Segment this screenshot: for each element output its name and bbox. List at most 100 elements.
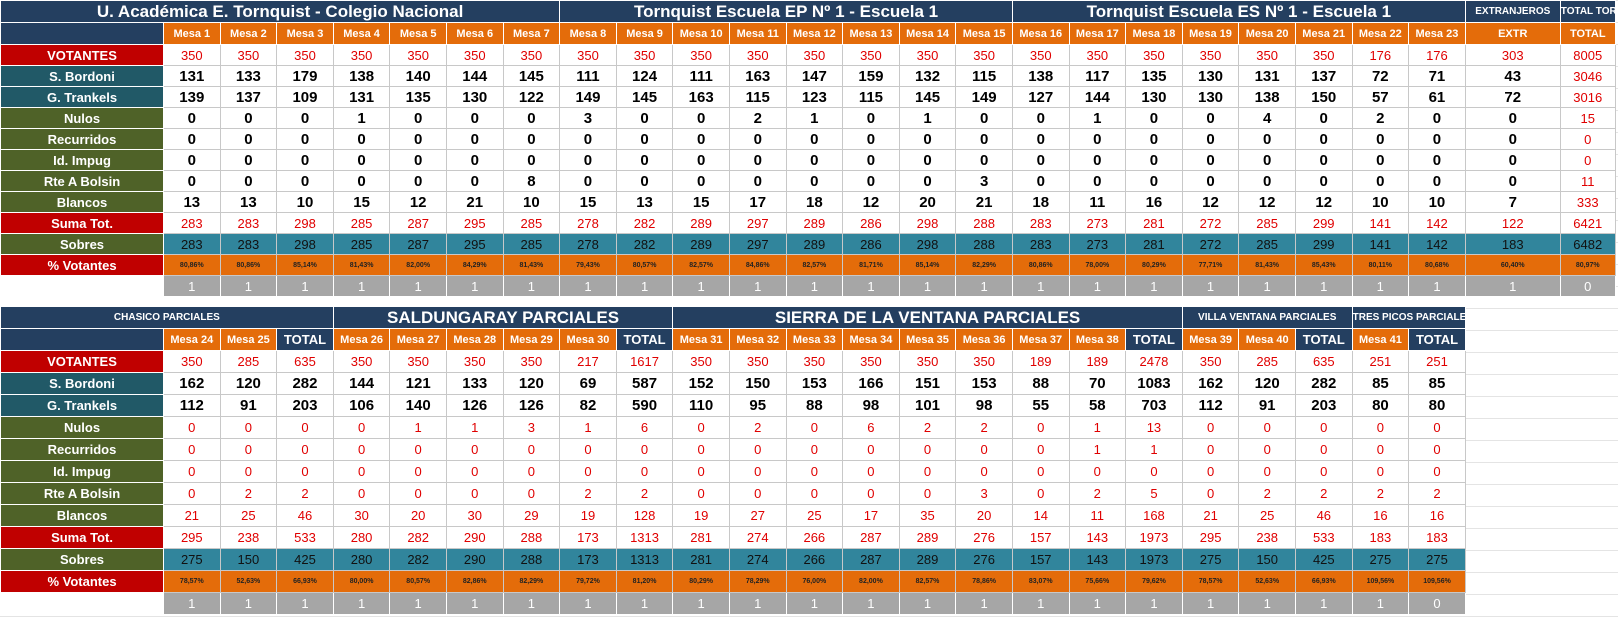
cell: 0 xyxy=(445,107,504,129)
cell: 144 xyxy=(332,372,391,395)
cell: 289 xyxy=(672,212,730,234)
cell: 46 xyxy=(276,504,334,527)
cell: 0 xyxy=(785,170,844,192)
cell: 0 xyxy=(332,416,391,439)
column-header: Mesa 34 xyxy=(842,328,900,351)
cell: 283 xyxy=(163,212,221,234)
column-header-row: Mesa 24 Mesa 25 TOTAL Mesa 26 Mesa 27 Mesa 28… xyxy=(0,328,1466,351)
cell: 333 xyxy=(1559,191,1616,213)
cell: 0 xyxy=(163,128,221,150)
column-header: Mesa 39 xyxy=(1181,328,1240,351)
cell: 15 xyxy=(332,191,391,213)
cell: 289 xyxy=(898,526,957,549)
cell: 21 xyxy=(955,191,1013,213)
cell: 25 xyxy=(785,504,844,527)
cell: 2 xyxy=(559,482,617,505)
cell: 0 xyxy=(445,482,504,505)
cell: 1 xyxy=(1068,275,1127,297)
cell: 27 xyxy=(728,504,787,527)
cell: 0 xyxy=(445,460,504,483)
cell: 0 xyxy=(1068,460,1127,483)
cell: 1 xyxy=(332,592,391,615)
cell: 282 xyxy=(276,372,334,395)
cell: 0 xyxy=(672,460,730,483)
cell: 13 xyxy=(219,191,278,213)
cell: 287 xyxy=(389,233,447,255)
data-row: Rte A Bolsin 0 2 2 0 0 0 0 2 2 0 0 0 0 0 3 0 2 5 0 2 2 2 2 xyxy=(0,482,1466,505)
cell: 0 xyxy=(445,438,504,461)
cell: 176 xyxy=(1351,44,1410,66)
cell: 130 xyxy=(1181,65,1240,87)
column-header: Mesa 2 xyxy=(219,22,278,45)
cell: 286 xyxy=(842,233,900,255)
cell: 0 xyxy=(1011,128,1070,150)
cell: 0 xyxy=(1181,107,1240,129)
cell: 2 xyxy=(615,482,674,505)
cell: 0 xyxy=(615,460,674,483)
cell: 19 xyxy=(672,504,730,527)
cell: 52,63% xyxy=(219,570,278,593)
cell: 6 xyxy=(842,416,900,439)
cell: 289 xyxy=(672,233,730,255)
cell: 0 xyxy=(842,170,900,192)
column-header: Mesa 20 xyxy=(1238,22,1296,45)
cell: 70 xyxy=(1068,372,1127,395)
cell: 2 xyxy=(1294,482,1353,505)
cell: 350 xyxy=(163,350,221,373)
cell: 1 xyxy=(1238,275,1296,297)
cell: 5 xyxy=(1125,482,1183,505)
cell: 143 xyxy=(1068,526,1127,549)
cell: 0 xyxy=(1011,438,1070,461)
cell: 0 xyxy=(1068,128,1127,150)
data-row: Id. Impug 0 0 0 0 0 0 0 0 0 0 0 0 0 0 0 0 0 0 0 0 0 0 0 xyxy=(0,460,1466,483)
cell: 1 xyxy=(1181,592,1240,615)
cell: 350 xyxy=(1068,44,1127,66)
column-header: Mesa 36 xyxy=(955,328,1013,351)
cell: 162 xyxy=(163,372,221,395)
column-header-row: Mesa 1 Mesa 2 Mesa 3 Mesa 4 Mesa 5 Mesa 6 Mesa… xyxy=(0,22,1616,45)
cell: 1 xyxy=(1238,592,1296,615)
cell: 2 xyxy=(898,416,957,439)
cell: 0 xyxy=(332,128,391,150)
cell: 0 xyxy=(219,149,278,171)
cell: 135 xyxy=(1125,65,1183,87)
cell: 80,86% xyxy=(219,254,278,276)
cell: 285 xyxy=(1238,212,1296,234)
cell: 0 xyxy=(1294,170,1353,192)
cell: 0 xyxy=(785,416,844,439)
cell: 285 xyxy=(502,233,561,255)
group-header: Tornquist Escuela EP Nº 1 - Escuela 1 xyxy=(559,0,1013,23)
cell: 274 xyxy=(728,526,787,549)
cell: 1 xyxy=(332,275,391,297)
cell: 0 xyxy=(1238,460,1296,483)
column-header: TOTAL xyxy=(1294,328,1353,351)
cell: 0 xyxy=(672,482,730,505)
cell: 274 xyxy=(728,548,787,571)
cell: 0 xyxy=(219,128,278,150)
cell: 80,97% xyxy=(1559,254,1616,276)
cell: 1 xyxy=(1011,592,1070,615)
cell: 138 xyxy=(1238,86,1296,108)
cell: 1 xyxy=(163,592,221,615)
column-header: Mesa 35 xyxy=(898,328,957,351)
cell: 303 xyxy=(1464,44,1561,66)
cell: 1 xyxy=(1068,416,1127,439)
cell: 17 xyxy=(842,504,900,527)
cell: 11 xyxy=(1068,191,1127,213)
cell: 2 xyxy=(1068,482,1127,505)
data-row: Suma Tot. 295 238 533 280 282 290 288 173 1313 281… xyxy=(0,526,1466,549)
cell: 112 xyxy=(1181,394,1240,417)
cell: 98 xyxy=(842,394,900,417)
cell: 0 xyxy=(276,438,334,461)
cell: 282 xyxy=(615,233,674,255)
cell: 88 xyxy=(1011,372,1070,395)
column-header: Mesa 8 xyxy=(559,22,617,45)
group-header: SALDUNGARAY PARCIALES xyxy=(332,306,674,329)
cell: 30 xyxy=(445,504,504,527)
cell: 20 xyxy=(389,504,447,527)
cell: 283 xyxy=(219,233,278,255)
cell: 0 xyxy=(1011,170,1070,192)
cell: 281 xyxy=(672,526,730,549)
data-row: Sobres 275 150 425 280 282 290 288 173 1313 281 274… xyxy=(0,548,1466,571)
